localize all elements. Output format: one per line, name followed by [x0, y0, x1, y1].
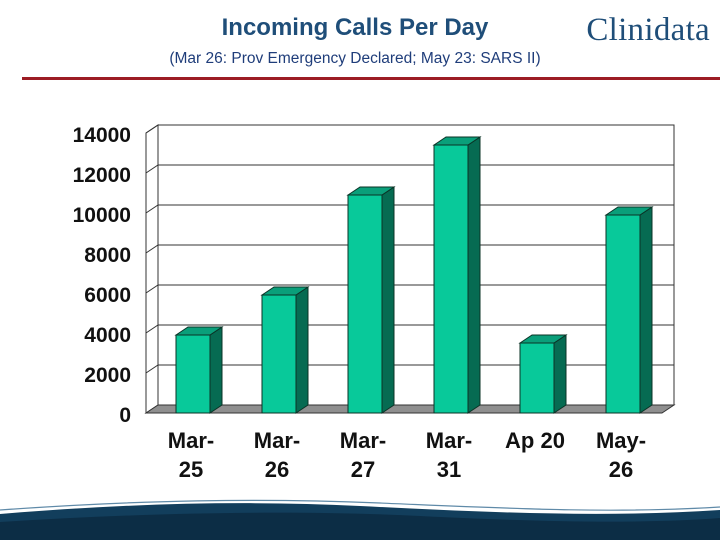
- x-tick-label: Mar-: [340, 428, 386, 453]
- bar-chart: 0 2000 4000 6000 8000 10000 12000 14000 Mar- 25 Ma…: [73, 124, 676, 482]
- bar-side: [467, 136, 481, 414]
- y-tick-label: 4000: [84, 324, 131, 347]
- y-tick-label: 2000: [84, 364, 131, 387]
- bar: [605, 214, 641, 414]
- x-tick-label: Mar-: [426, 428, 472, 453]
- bar-side: [639, 206, 653, 414]
- chart-subtitle: (Mar 26: Prov Emergency Declared; May 23…: [169, 50, 541, 67]
- chart-title: Incoming Calls Per Day: [221, 14, 489, 41]
- x-tick-label: 25: [179, 457, 203, 482]
- x-tick-label: Mar-: [254, 428, 300, 453]
- x-tick-label: May-: [596, 428, 646, 453]
- header-divider: [22, 77, 720, 80]
- clinidata-logo: Clinidata: [586, 12, 710, 48]
- bar: [175, 334, 211, 414]
- x-tick-label: 26: [265, 457, 289, 482]
- bar: [347, 194, 383, 414]
- bar-side: [209, 326, 223, 414]
- y-tick-label: 12000: [73, 164, 131, 187]
- bar-side: [381, 186, 395, 414]
- gridline: [145, 164, 674, 174]
- x-tick-label: 27: [351, 457, 375, 482]
- x-tick-label: 31: [437, 457, 461, 482]
- plot-back-wall: [157, 124, 675, 406]
- plot-floor: [144, 404, 676, 414]
- bar-side: [295, 286, 309, 414]
- x-tick-label: 26: [609, 457, 633, 482]
- y-tick-label: 6000: [84, 284, 131, 307]
- gridline: [145, 124, 674, 134]
- x-tick-label: Ap 20: [505, 428, 565, 453]
- x-tick-label: Mar-: [168, 428, 214, 453]
- gridline: [145, 324, 674, 334]
- y-tick-label: 0: [119, 404, 131, 427]
- gridline: [145, 364, 674, 374]
- gridline: [145, 284, 674, 294]
- y-tick-label: 8000: [84, 244, 131, 267]
- bar: [261, 294, 297, 414]
- y-tick-label: 14000: [73, 124, 131, 147]
- bar: [519, 342, 555, 414]
- gridline: [145, 204, 674, 214]
- y-tick-label: 10000: [73, 204, 131, 227]
- plot-left-wall: [145, 124, 159, 414]
- gridline: [145, 244, 674, 254]
- footer-wave: [0, 499, 720, 540]
- bar-side: [553, 334, 567, 414]
- bar: [433, 144, 469, 414]
